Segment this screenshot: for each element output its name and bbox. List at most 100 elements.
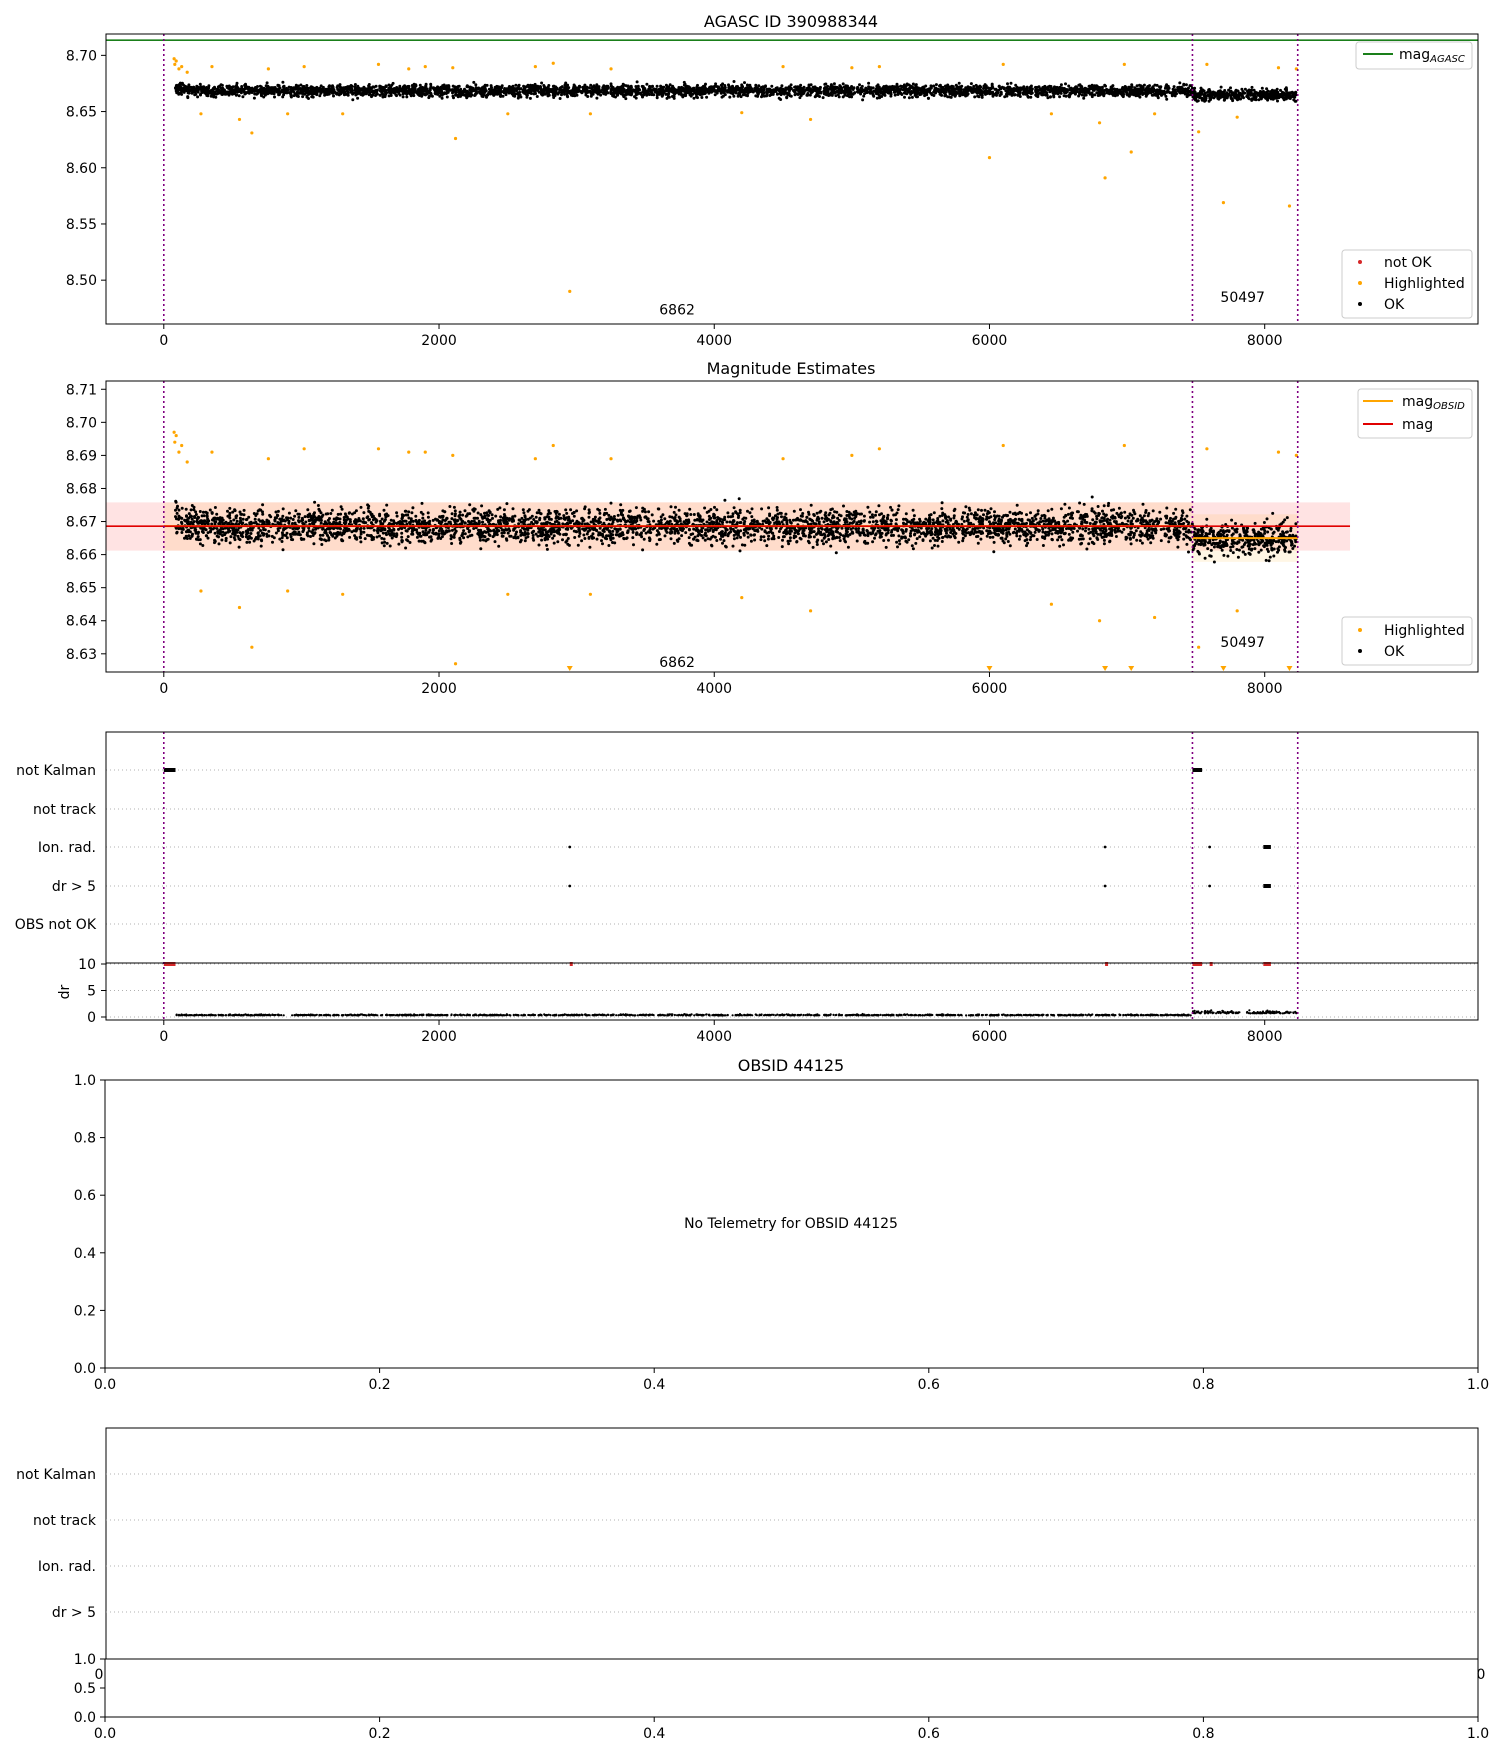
ok-point [714, 82, 718, 86]
highlighted-point [808, 117, 813, 122]
ok-point [798, 96, 802, 100]
ok-point [801, 512, 805, 515]
ok-point [305, 84, 309, 87]
ok-point [494, 92, 498, 96]
ok-point [732, 94, 736, 98]
ok-point [564, 84, 568, 88]
ok-point [700, 96, 704, 99]
ok-point [207, 84, 211, 88]
ok-point [782, 535, 786, 539]
ok-point [353, 85, 357, 89]
ok-point [517, 84, 521, 88]
ok-point [1155, 88, 1159, 92]
ok-point [321, 85, 325, 89]
ok-point [938, 84, 942, 88]
highlighted-point [1049, 112, 1054, 116]
ok-point [846, 93, 850, 97]
ok-point [740, 83, 744, 87]
ok-point [763, 539, 767, 543]
ok-point [402, 85, 406, 88]
x-tick-label: 8000 [1247, 333, 1283, 349]
ok-point [351, 98, 355, 102]
ok-point [174, 515, 177, 519]
highlighted-point [1001, 62, 1005, 66]
ok-point [256, 85, 259, 88]
ok-point [1037, 85, 1041, 89]
ok-point [436, 85, 440, 89]
ok-point [905, 82, 909, 86]
highlighted-point [551, 61, 555, 65]
ok-point [558, 88, 562, 92]
highlighted-point [180, 64, 184, 69]
ok-point [536, 85, 540, 89]
ok-point [1040, 91, 1044, 95]
ok-point [1003, 95, 1007, 99]
ok-point [238, 89, 242, 93]
ok-point [356, 96, 360, 100]
ok-point [596, 92, 600, 96]
ok-point [450, 88, 454, 92]
ok-point [902, 521, 905, 525]
ok-point [940, 87, 944, 91]
ok-point [754, 94, 758, 98]
ok-point [1188, 508, 1192, 512]
ok-point [599, 93, 603, 97]
ok-point [1107, 90, 1111, 94]
ok-point [704, 87, 708, 91]
highlighted-point [453, 136, 458, 141]
ok-point [660, 94, 664, 98]
ok-point [816, 88, 820, 92]
ok-point [1114, 91, 1118, 95]
ok-point [742, 90, 746, 94]
ok-point [868, 520, 872, 524]
ok-point [318, 86, 321, 90]
highlighted-point [286, 112, 290, 116]
ok-point [1221, 90, 1225, 94]
highlighted-point [1287, 204, 1292, 208]
x-tick-label: 6000 [972, 333, 1008, 349]
ok-point [983, 84, 987, 88]
ok-point [1160, 89, 1164, 93]
ok-point [1146, 88, 1150, 92]
ok-point [840, 86, 844, 90]
ok-point [825, 87, 829, 91]
ok-point [453, 89, 457, 93]
ok-point [634, 96, 638, 100]
ok-point [865, 88, 869, 92]
ok-point [424, 528, 428, 532]
ok-point [344, 86, 347, 89]
highlighted-point [1129, 150, 1133, 154]
ok-point [1263, 531, 1267, 535]
ok-point [1155, 83, 1159, 87]
ok-point [583, 83, 587, 87]
ok-point [592, 84, 596, 88]
ok-point [878, 96, 882, 100]
ok-point [472, 80, 476, 84]
ok-point [1212, 91, 1216, 95]
ok-point [566, 95, 570, 99]
ok-point [1025, 513, 1028, 517]
ok-point [535, 95, 539, 98]
ok-point [418, 94, 421, 97]
ok-point [424, 93, 427, 97]
ok-point [780, 84, 784, 88]
ok-point [860, 89, 863, 93]
ok-point [1265, 90, 1269, 94]
ok-point [457, 88, 461, 92]
ok-point [411, 89, 415, 92]
ok-point [1095, 84, 1099, 88]
ok-point [1195, 99, 1199, 103]
ok-point [540, 92, 543, 96]
ok-point [187, 87, 190, 91]
ok-point [728, 95, 732, 99]
ok-point [388, 89, 392, 93]
ok-point [411, 91, 415, 95]
ok-point [1272, 91, 1276, 95]
ok-point [1287, 91, 1291, 95]
ok-point [341, 87, 345, 91]
ok-point [664, 92, 668, 96]
ok-point [229, 535, 233, 539]
highlighted-point [250, 131, 254, 135]
ok-point [933, 87, 937, 91]
